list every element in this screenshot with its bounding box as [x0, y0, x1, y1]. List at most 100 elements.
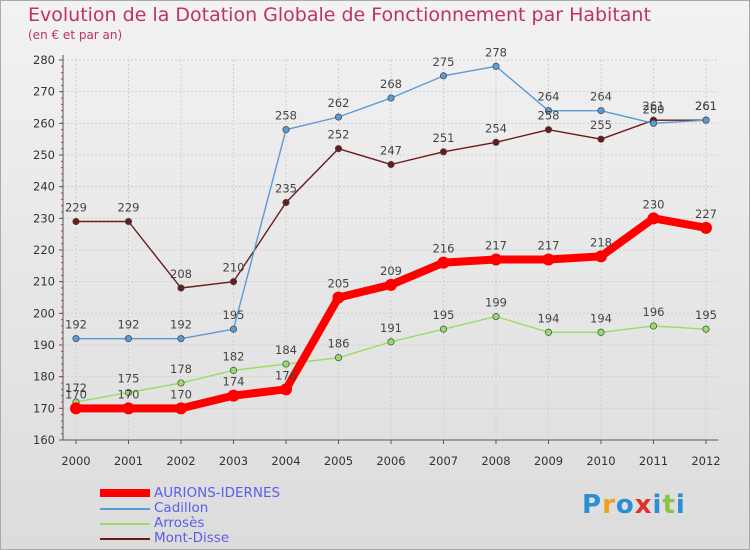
- logo-letter: P: [582, 490, 603, 520]
- data-point: [229, 278, 238, 286]
- legend-label: Arrosès: [154, 515, 205, 531]
- data-point: [385, 278, 397, 291]
- y-tick-label: 280: [33, 53, 55, 67]
- data-point: [282, 198, 290, 207]
- grid-lines: [63, 59, 718, 441]
- y-tick-label: 190: [33, 338, 55, 352]
- data-point: [437, 256, 450, 269]
- data-point: [542, 253, 555, 266]
- x-tick-label: 2009: [534, 454, 563, 468]
- y-tick-label: 180: [33, 370, 55, 384]
- data-label: 194: [538, 311, 560, 325]
- data-label: 170: [118, 387, 140, 401]
- data-point: [175, 402, 187, 415]
- data-label: 227: [695, 207, 717, 221]
- data-label: 172: [65, 381, 87, 395]
- y-tick-label: 160: [33, 433, 55, 447]
- data-label: 192: [65, 318, 87, 332]
- data-label: 192: [170, 318, 192, 332]
- legend-swatch: [100, 489, 150, 497]
- data-label: 235: [275, 182, 297, 196]
- data-labels: 229 229 208 210 235 252 247 251 254 258 255 261 261 1…: [65, 45, 717, 401]
- data-point: [122, 402, 135, 415]
- data-point: [702, 325, 710, 333]
- data-label: 230: [643, 197, 665, 211]
- data-point: [595, 250, 607, 263]
- data-point: [334, 113, 343, 121]
- x-tick-label: 2010: [586, 454, 615, 468]
- data-point: [647, 212, 660, 225]
- x-tick-label: 2005: [324, 454, 353, 468]
- data-label: 260: [643, 102, 665, 116]
- data-point: [70, 402, 82, 415]
- data-point: [334, 354, 343, 362]
- data-label: 217: [538, 239, 560, 253]
- data-label: 218: [590, 235, 612, 249]
- logo-letter: t: [662, 490, 676, 520]
- x-tick-label: 2003: [219, 454, 248, 468]
- y-tick-label: 240: [33, 180, 55, 194]
- data-label: 258: [538, 109, 560, 123]
- data-label: 254: [485, 121, 507, 135]
- data-label: 278: [485, 45, 507, 59]
- data-point: [597, 107, 605, 115]
- data-point: [177, 379, 185, 387]
- data-label: 186: [328, 337, 350, 351]
- legend-label: AURIONS-IDERNES: [154, 485, 281, 501]
- data-label: 262: [328, 96, 350, 110]
- data-point: [492, 312, 500, 321]
- data-label: 178: [170, 362, 192, 376]
- data-point: [124, 335, 133, 343]
- data-point: [387, 160, 395, 169]
- data-label: 275: [433, 55, 455, 69]
- data-label: 208: [170, 267, 192, 281]
- data-label: 261: [695, 99, 717, 113]
- data-label: 170: [170, 387, 192, 401]
- data-label: 196: [643, 305, 665, 319]
- data-label: 195: [223, 308, 245, 322]
- data-label: 229: [118, 201, 140, 215]
- data-point: [229, 366, 238, 374]
- data-label: 216: [433, 242, 455, 256]
- data-point: [229, 325, 238, 333]
- y-tick-label: 170: [33, 401, 55, 415]
- data-label: 247: [380, 144, 402, 158]
- data-label: 209: [380, 264, 402, 278]
- data-point: [282, 126, 290, 134]
- legend-swatch: [100, 508, 150, 510]
- data-label: 184: [275, 343, 297, 357]
- data-label: 175: [118, 372, 140, 386]
- legend-label: Cadillon: [154, 500, 209, 516]
- data-point: [597, 135, 605, 143]
- data-point: [702, 116, 710, 124]
- data-point: [439, 148, 448, 156]
- data-label: 195: [433, 308, 455, 322]
- data-point: [387, 94, 395, 102]
- y-tick-label: 200: [33, 306, 55, 320]
- data-point: [177, 335, 185, 343]
- y-tick-label: 270: [33, 85, 55, 99]
- data-point: [282, 360, 290, 368]
- x-tick-label: 2012: [691, 454, 720, 468]
- y-tick-label: 260: [33, 116, 55, 130]
- data-point: [439, 72, 448, 80]
- data-point: [227, 389, 240, 402]
- data-point: [72, 217, 80, 226]
- data-label: 182: [223, 349, 245, 363]
- data-label: 261: [695, 99, 717, 113]
- data-point: [439, 325, 448, 333]
- data-point: [334, 145, 343, 153]
- y-tick-label: 250: [33, 148, 55, 162]
- data-label: 176: [275, 368, 297, 382]
- x-tick-label: 2004: [271, 454, 300, 468]
- data-label: 170: [65, 387, 87, 401]
- data-point: [492, 62, 500, 70]
- data-label: 258: [275, 109, 297, 123]
- data-point: [124, 388, 133, 397]
- data-label: 229: [65, 201, 87, 215]
- data-point: [700, 221, 712, 234]
- x-tick-label: 2007: [429, 454, 458, 468]
- data-point: [649, 119, 658, 127]
- data-label: 261: [643, 99, 665, 113]
